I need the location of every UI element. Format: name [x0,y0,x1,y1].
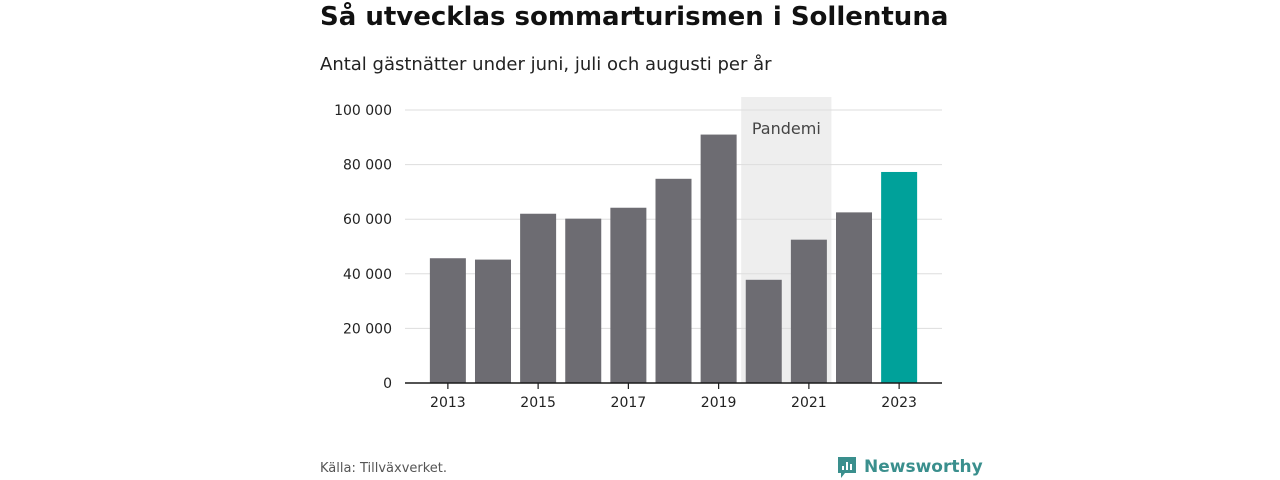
bar-2018 [655,178,692,383]
bar-chart: 0 20 000 40 000 60 000 80 000 100 000 Pandemi 2… [334,97,942,411]
x-tick-label: 2013 [430,395,466,411]
y-tick-label: 20 000 [343,321,392,337]
bar-2023 [881,171,918,383]
brand-name: Newsworthy [864,457,983,477]
y-tick-label: 80 000 [343,158,392,174]
x-tick-label: 2015 [520,395,556,411]
newsworthy-logo-icon [838,457,856,478]
chart-title: Så utvecklas sommarturismen i Sollentuna [320,2,949,32]
y-tick-label: 0 [383,376,392,392]
bar-2013 [429,258,466,383]
bar-2020 [745,279,782,383]
bar-2016 [565,218,602,383]
x-tick-label: 2021 [791,395,827,411]
bar-2021 [790,239,827,383]
bar-2017 [610,207,647,383]
bar-2015 [520,213,557,383]
y-tick-label: 60 000 [343,212,392,228]
pandemic-label: Pandemi [752,119,821,138]
bar-2019 [700,134,737,383]
y-tick-label: 100 000 [334,103,392,119]
x-tick-label: 2023 [881,395,917,411]
bar-2022 [836,212,873,383]
bar-2014 [474,259,511,383]
chart-subtitle: Antal gästnätter under juni, juli och au… [320,54,772,75]
source-note: Källa: Tillväxverket. [320,461,448,476]
brand-logo: Newsworthy [836,455,983,479]
x-tick-label: 2017 [611,395,647,411]
y-tick-label: 40 000 [343,267,392,283]
x-tick-label: 2019 [701,395,737,411]
